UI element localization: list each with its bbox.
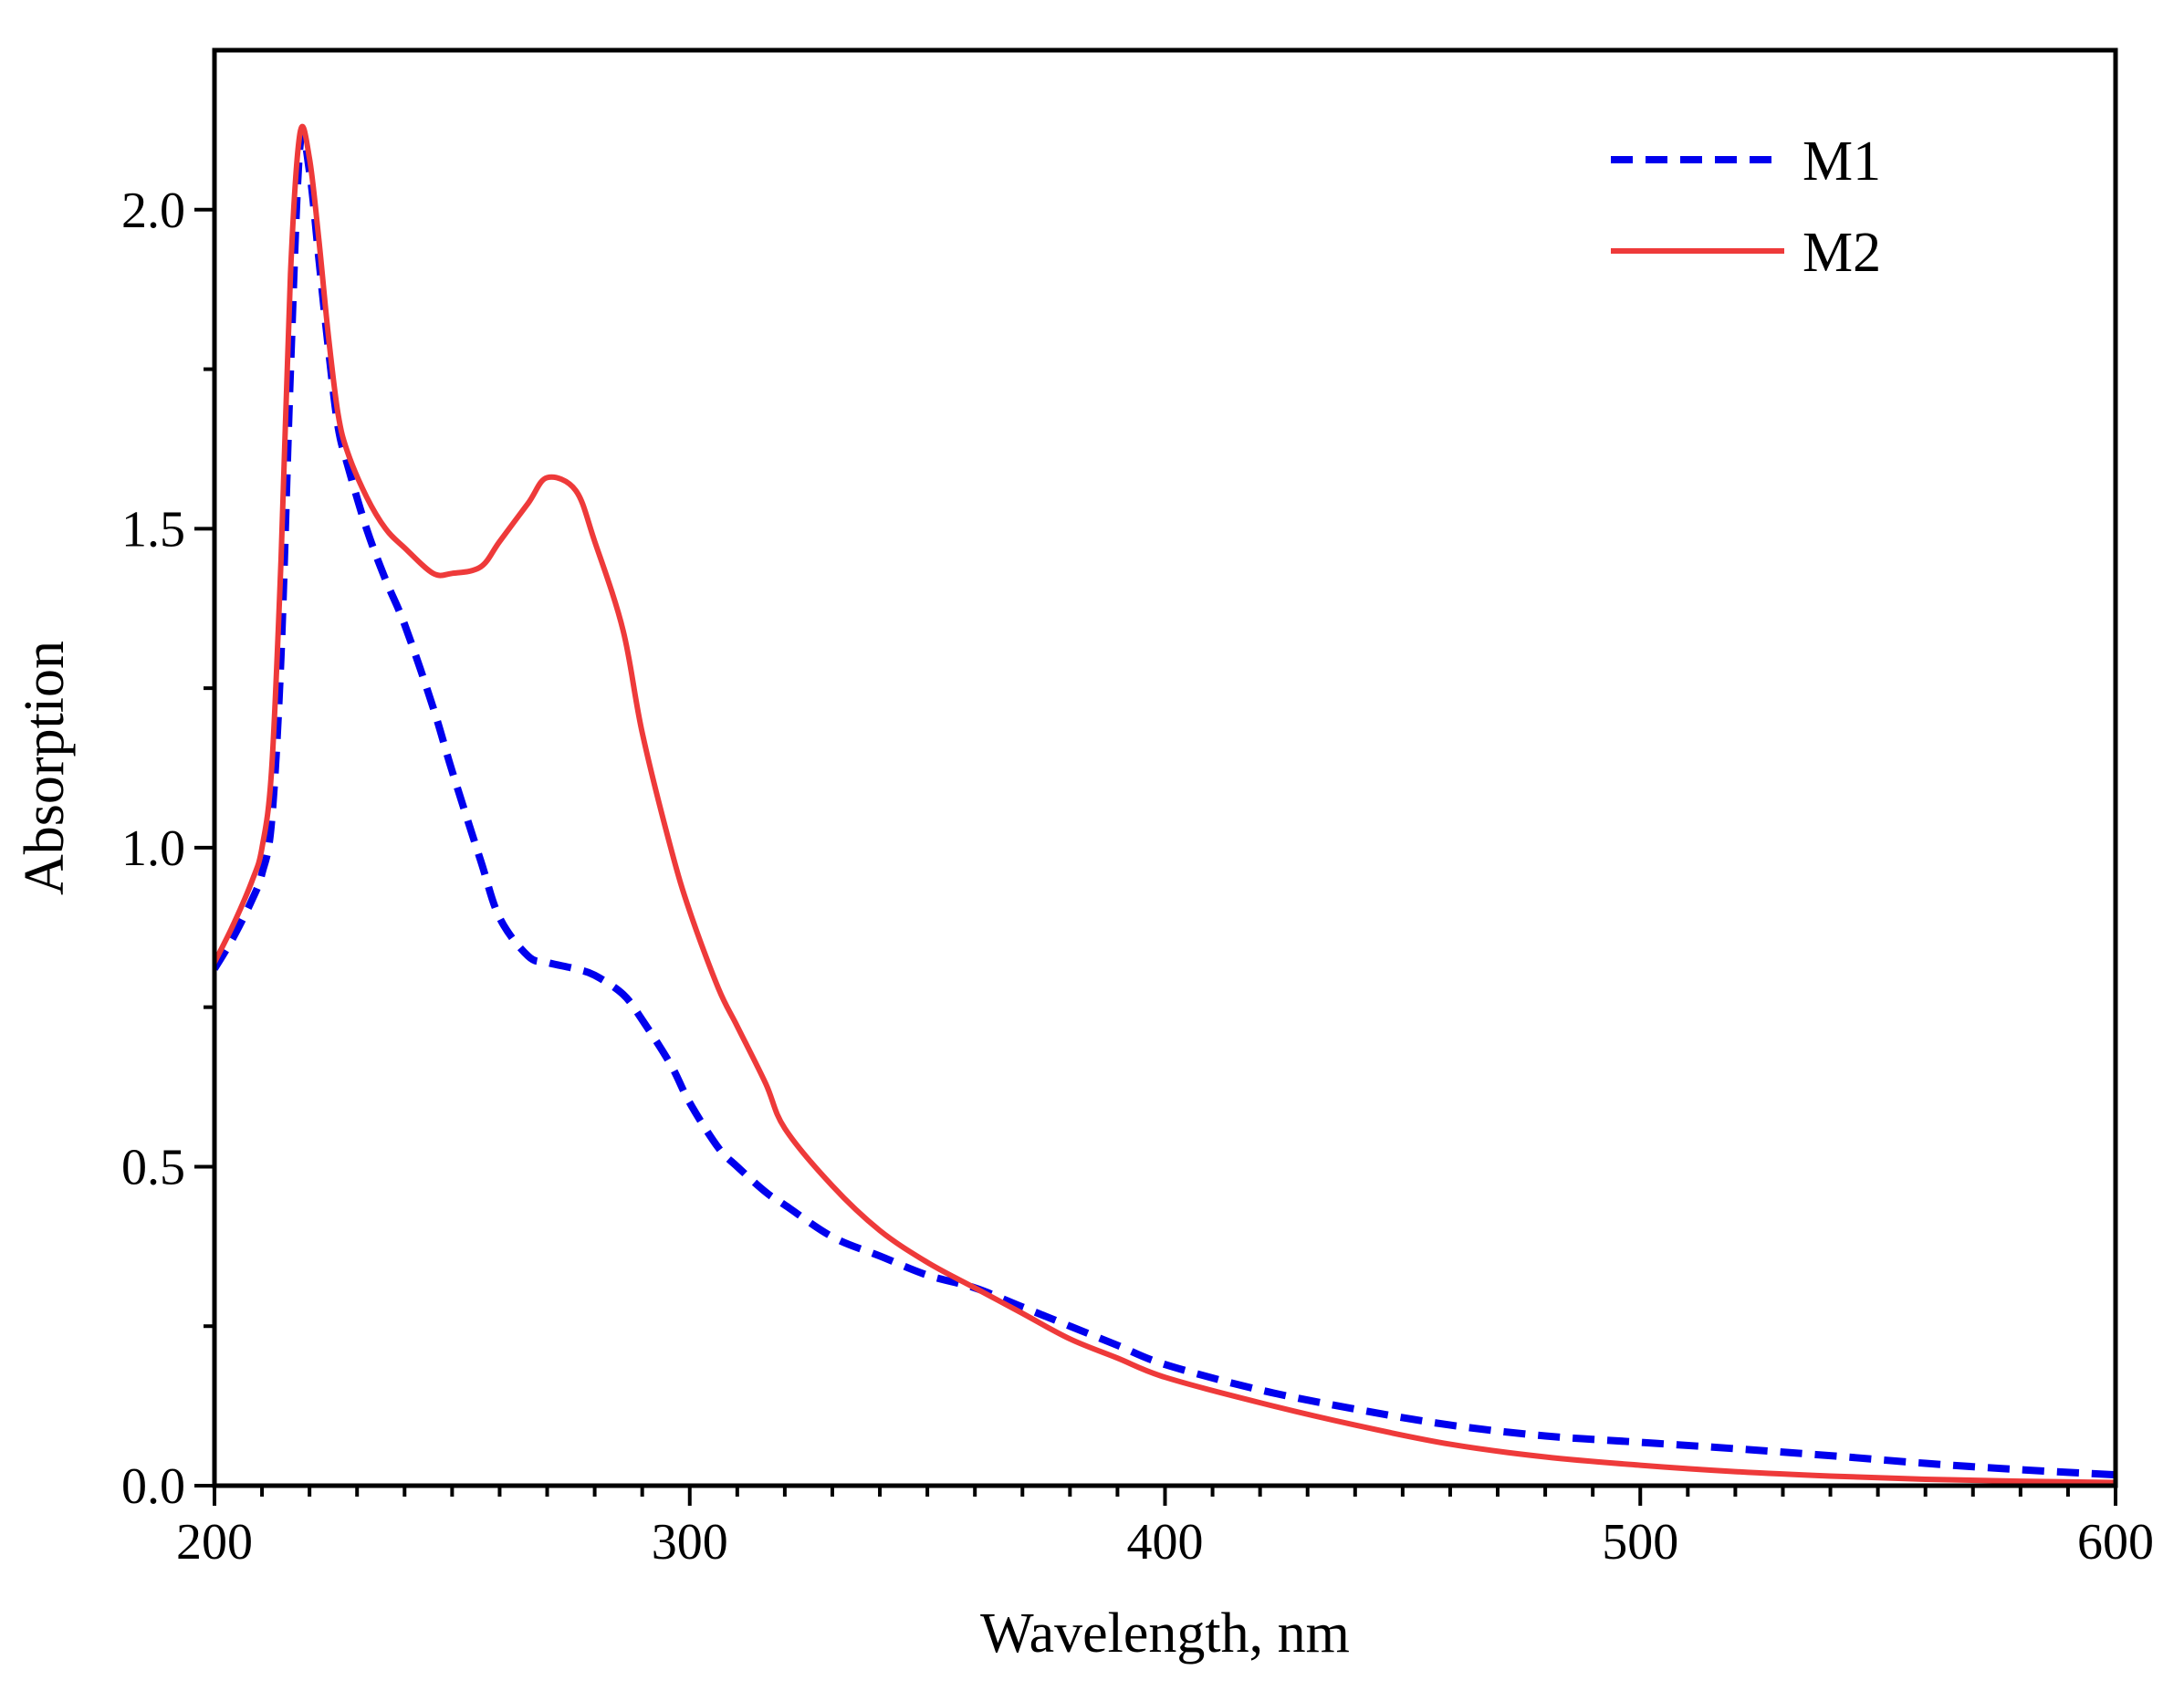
y-tick-label: 0.5 — [121, 1139, 185, 1195]
tick-labels-layer: 200 300 400 500 600 0.0 0.5 1.0 1.5 2.0 — [121, 183, 2154, 1571]
legend-label-m1: M1 — [1803, 130, 1881, 193]
y-tick-label: 1.0 — [121, 820, 185, 877]
series-line-m2 — [214, 123, 2116, 1486]
plot-frame — [212, 47, 2118, 1488]
x-tick-label: 300 — [652, 1514, 728, 1571]
legend-label-m2: M2 — [1803, 222, 1881, 284]
x-axis-title: Wavelength, nm — [980, 1602, 1350, 1665]
y-tick-label: 0.0 — [121, 1458, 185, 1515]
series-line-m1 — [214, 129, 2116, 1479]
x-tick-label: 600 — [2077, 1514, 2154, 1571]
y-axis-title: Absorption — [14, 641, 76, 895]
x-tick-label: 400 — [1127, 1514, 1204, 1571]
x-tick-label: 500 — [1602, 1514, 1678, 1571]
legend: M1 M2 — [1611, 130, 1881, 284]
y-tick-label: 1.5 — [121, 501, 185, 558]
y-tick-label: 2.0 — [121, 183, 185, 239]
x-tick-label: 200 — [176, 1514, 253, 1571]
series-layer — [214, 123, 2116, 1486]
